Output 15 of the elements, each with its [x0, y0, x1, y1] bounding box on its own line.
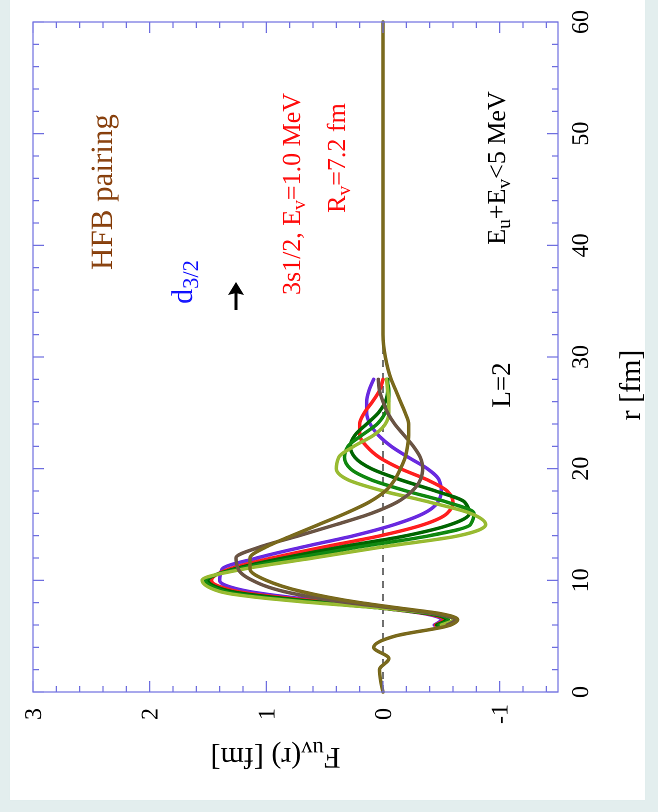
- y-tick-label: 40: [568, 233, 594, 258]
- y-tick-label: 50: [568, 122, 594, 146]
- y-tick-label: 10: [568, 568, 594, 592]
- x-tick-label: 3: [21, 708, 47, 720]
- x-tick-label: 2: [138, 708, 164, 720]
- x-tick-label: -1: [488, 704, 514, 724]
- y-axis-title: r [fm]: [614, 350, 647, 420]
- x-tick-label: 0: [371, 708, 397, 720]
- y-tick-label: 30: [568, 345, 594, 369]
- y-tick-label: 60: [568, 10, 594, 34]
- annotation: L=2: [486, 362, 516, 408]
- x-tick-label: 1: [254, 708, 280, 720]
- annotation: HFB pairing: [84, 114, 119, 270]
- y-tick-label: 20: [568, 456, 594, 481]
- y-tick-label: 0: [568, 686, 594, 698]
